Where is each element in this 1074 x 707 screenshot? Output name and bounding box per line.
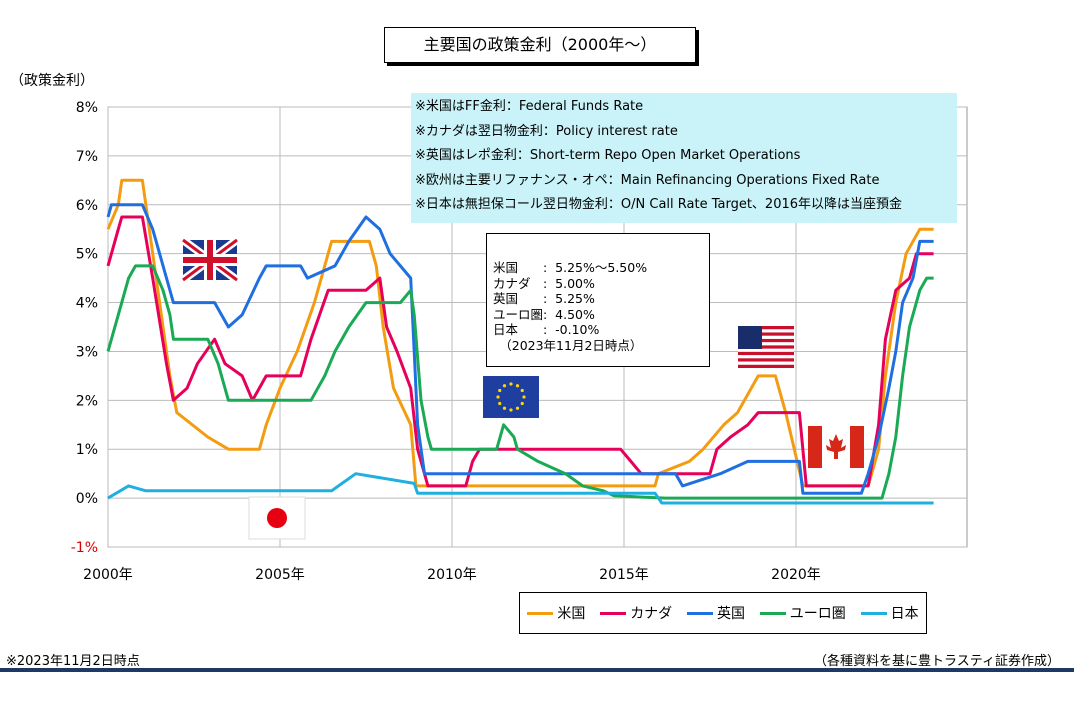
y-tick-label: 7% <box>76 149 98 165</box>
footer-date-note: ※2023年11月2日時点 <box>6 654 140 669</box>
note-canada: ※カナダは翌日物金利：Policy interest rate <box>415 123 678 139</box>
legend-swatch-canada <box>600 611 627 615</box>
y-tick-label: -1% <box>71 540 98 556</box>
y-tick-label: 2% <box>76 393 98 409</box>
series-line-1 <box>106 215 934 488</box>
legend-swatch-uk <box>686 611 713 615</box>
legend-swatch-japan <box>860 611 887 615</box>
legend-item-canada: カナダ <box>600 603 672 623</box>
bottom-bar <box>0 668 1074 672</box>
y-tick-label: 1% <box>76 442 98 458</box>
uk-flag-icon <box>180 236 240 284</box>
latest-rates-box: 米国 : 5.25%～5.50% カナダ : 5.00% 英国 : 5.25% … <box>486 233 710 367</box>
legend-label-japan: 日本 <box>890 606 919 622</box>
y-tick-label: 6% <box>76 198 98 214</box>
x-tick-label: 2010年 <box>427 567 477 583</box>
y-tick-label: 3% <box>76 344 98 360</box>
chart-title: 主要国の政策金利（2000年～） <box>384 27 696 63</box>
series-line-4 <box>107 472 934 505</box>
latest-rate-us: 米国 : 5.25%～5.50% <box>493 260 648 275</box>
legend-item-uk: 英国 <box>686 603 745 623</box>
y-axis-title: （政策金利） <box>10 73 94 89</box>
x-tick-label: 2005年 <box>255 567 305 583</box>
canada-flag-icon <box>808 426 864 468</box>
note-us: ※米国はFF金利：Federal Funds Rate <box>415 99 644 114</box>
legend-label-uk: 英国 <box>716 606 745 622</box>
latest-rate-japan: 日本 : -0.10% <box>493 322 600 337</box>
legend-item-euro: ユーロ圏 <box>759 603 846 623</box>
y-tick-label: 5% <box>76 247 98 263</box>
legend-label-euro: ユーロ圏 <box>789 606 846 622</box>
legend-swatch-us <box>527 611 554 615</box>
series-lines <box>106 178 934 505</box>
x-tick-label: 2000年 <box>83 567 133 583</box>
series-line-3 <box>106 264 934 500</box>
latest-rate-date: （2023年11月2日時点） <box>493 337 643 353</box>
legend-swatch-euro <box>759 611 786 615</box>
y-tick-label: 8% <box>76 100 98 116</box>
y-tick-label: 0% <box>76 491 98 507</box>
series-line-2 <box>106 203 934 495</box>
japan-flag-icon <box>248 496 306 540</box>
country-flags <box>180 236 864 540</box>
legend-item-us: 米国 <box>527 603 585 623</box>
note-japan: ※日本は無担保コール翌日物金利：O/N Call Rate Target、201… <box>415 197 903 212</box>
x-tick-label: 2020年 <box>771 567 821 583</box>
us-flag-icon <box>738 326 794 368</box>
y-tick-label: 4% <box>76 296 98 312</box>
axes: 8% 7% 6% 5% 4% 3% 2% 1% 0% -1% 2000年 2005年 2010年 2015… <box>71 100 821 583</box>
legend-label-us: 米国 <box>557 606 586 622</box>
eu-flag-icon <box>483 376 539 418</box>
legend-label-canada: カナダ <box>630 606 673 622</box>
note-uk: ※英国はレポ金利：Short-term Repo Open Market Ope… <box>415 148 801 163</box>
latest-rate-canada: カナダ : 5.00% <box>493 275 595 291</box>
x-tick-label: 2015年 <box>599 567 649 583</box>
legend-item-japan: 日本 <box>860 603 919 623</box>
latest-rate-euro: ユーロ圏: 4.50% <box>493 306 595 322</box>
notes-box: ※米国はFF金利：Federal Funds Rate ※カナダは翌日物金利：P… <box>411 93 957 223</box>
note-euro: ※欧州は主要リファナンス・オペ：Main Refinancing Operati… <box>415 172 880 188</box>
legend: 米国 カナダ 英国 ユーロ圏 日本 <box>519 592 927 634</box>
latest-rate-uk: 英国 : 5.25% <box>493 291 595 306</box>
footer-source: （各種資料を基に豊トラスティ証券作成） <box>814 654 1060 669</box>
